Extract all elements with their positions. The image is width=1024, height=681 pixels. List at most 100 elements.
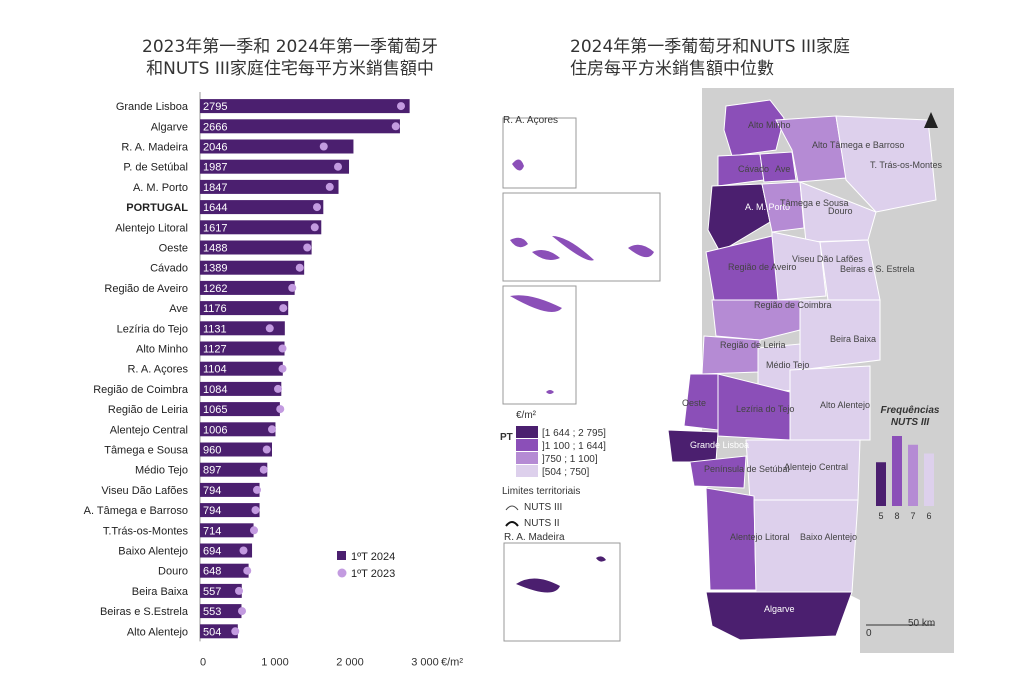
bar-value-label: 694 xyxy=(203,546,221,558)
bar-value-label: 1104 xyxy=(203,364,227,376)
category-label: Alto Minho xyxy=(136,344,188,356)
point-2023 xyxy=(391,122,400,131)
nuts3-line-icon xyxy=(505,505,519,511)
acores-islands xyxy=(510,236,654,261)
point-2023 xyxy=(295,263,304,272)
freq-title: Frequências xyxy=(881,405,940,416)
freq-subtitle: NUTS III xyxy=(891,417,930,428)
point-2023 xyxy=(243,566,252,575)
region-label: Alentejo Litoral xyxy=(730,532,790,542)
region-label: Alentejo Central xyxy=(784,462,848,472)
acores-island xyxy=(512,159,524,171)
bar-value-label: 1176 xyxy=(203,303,227,315)
freq-value: 8 xyxy=(894,511,899,521)
bar-value-label: 557 xyxy=(203,586,221,598)
bar-2024 xyxy=(200,220,322,235)
x-tick-label: 2 000 xyxy=(336,656,364,668)
point-2023 xyxy=(251,506,260,515)
region-label: A. M. Porto xyxy=(745,202,790,212)
region-label: Ave xyxy=(775,164,790,174)
freq-bar xyxy=(876,462,886,506)
region-am-porto xyxy=(707,183,771,253)
point-2023 xyxy=(253,485,261,494)
north-arrow-icon xyxy=(924,112,938,128)
category-label: Região de Coimbra xyxy=(93,384,189,396)
bar-2024 xyxy=(200,482,260,497)
legend-class-label: ]1 100 ; 1 644] xyxy=(542,441,606,452)
x-unit-label: €/m² xyxy=(441,656,463,668)
region-baixo-alentejo xyxy=(753,499,859,593)
category-label: Médio Tejo xyxy=(135,465,188,477)
legend-swatch-2024 xyxy=(337,551,346,560)
category-label: T.Trás-os-Montes xyxy=(103,525,189,537)
freq-value: 5 xyxy=(878,511,883,521)
bar-chart-title-line1: 2023年第一季和 2024年第一季葡萄牙 xyxy=(142,37,438,57)
legend-class-label: ]750 ; 1 100] xyxy=(542,454,598,465)
bar-value-label: 1644 xyxy=(203,202,227,214)
bar-2024 xyxy=(200,200,324,215)
bar-2024 xyxy=(200,139,354,154)
point-2023 xyxy=(250,526,258,535)
bar-chart: Grande Lisboa 2795 Algarve 2666 R. A. Madeir… xyxy=(84,92,463,668)
region-setubal xyxy=(689,455,747,489)
point-2023 xyxy=(274,384,282,393)
bar-2024 xyxy=(200,341,285,356)
limits-nuts3: NUTS III xyxy=(524,502,562,513)
bar-value-label: 504 xyxy=(203,626,221,638)
category-label: Região de Aveiro xyxy=(104,283,188,295)
bar-value-label: 2666 xyxy=(203,121,227,133)
bar-2024 xyxy=(200,260,305,275)
bar-value-label: 1131 xyxy=(203,323,227,335)
category-label: R. A. Açores xyxy=(127,364,188,376)
category-label: Alentejo Litoral xyxy=(115,222,188,234)
bar-value-label: 1006 xyxy=(203,424,227,436)
region-label: T. Trás-os-Montes xyxy=(870,160,943,170)
scale-label: 50 km xyxy=(908,618,935,629)
bar-value-label: 2795 xyxy=(203,101,227,113)
region-alto-alentejo xyxy=(789,365,871,441)
nuts2-line-icon xyxy=(505,521,519,527)
madeira-label: R. A. Madeira xyxy=(504,532,565,543)
category-label: R. A. Madeira xyxy=(121,142,189,154)
category-label: Algarve xyxy=(151,121,188,133)
point-2023 xyxy=(319,142,328,151)
freq-value: 7 xyxy=(910,511,915,521)
legend-class-swatch xyxy=(516,426,538,438)
bar-2024 xyxy=(200,321,285,336)
region-label: Douro xyxy=(828,206,853,216)
category-label: Douro xyxy=(158,566,188,578)
legend-pt-label: PT xyxy=(500,432,513,443)
category-label: Beira Baixa xyxy=(132,586,189,598)
category-label: A. Tâmega e Barroso xyxy=(84,505,188,517)
region-label: Beira Baixa xyxy=(830,334,876,344)
legend-class-label: [504 ; 750] xyxy=(542,467,589,478)
point-2023 xyxy=(276,405,285,414)
bar-2024 xyxy=(200,119,400,134)
freq-value: 6 xyxy=(926,511,931,521)
map-title-line2: 住房每平方米銷售額中位數 xyxy=(570,59,774,79)
map-title-line1: 2024年第一季葡萄牙和NUTS III家庭 xyxy=(570,37,851,57)
region-label: Alto Minho xyxy=(748,120,791,130)
bar-2024 xyxy=(200,442,272,457)
bar-value-label: 897 xyxy=(203,465,221,477)
legend-class-swatch xyxy=(516,439,538,451)
category-label: PORTUGAL xyxy=(126,202,188,214)
legend-label-2024: 1ºT 2024 xyxy=(351,551,395,563)
bar-2024 xyxy=(200,381,282,396)
acores-label: R. A. Açores xyxy=(503,115,558,126)
bar-value-label: 1262 xyxy=(203,283,227,295)
legend-swatch-2023 xyxy=(337,568,347,578)
scale-zero: 0 xyxy=(866,628,872,639)
bar-value-label: 714 xyxy=(203,525,221,537)
bar-2024 xyxy=(200,159,350,174)
bar-value-label: 1065 xyxy=(203,404,227,416)
point-2023 xyxy=(265,324,274,333)
x-tick-label: 3 000 xyxy=(411,656,439,668)
bar-value-label: 1127 xyxy=(203,344,227,356)
region-label: Oeste xyxy=(682,398,706,408)
bar-value-label: 794 xyxy=(203,505,221,517)
bar-2024 xyxy=(200,422,276,437)
bar-value-label: 1389 xyxy=(203,263,227,275)
legend-label-2023: 1ºT 2023 xyxy=(351,568,395,580)
point-2023 xyxy=(334,162,342,171)
